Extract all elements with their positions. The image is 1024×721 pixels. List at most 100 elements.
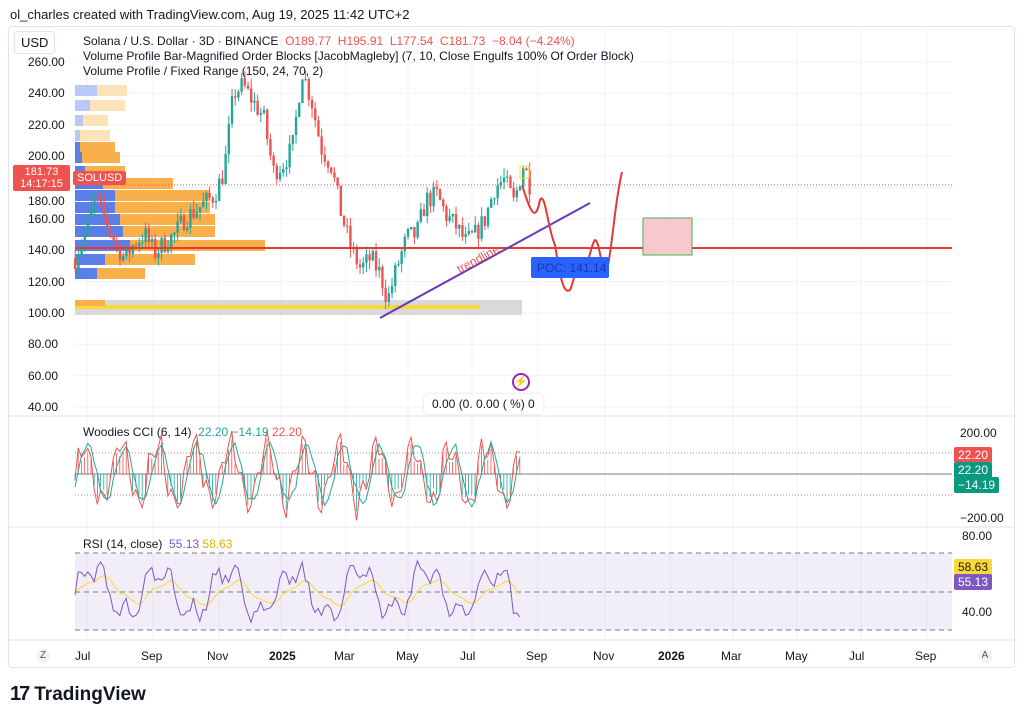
candle-body (464, 234, 467, 237)
candle-body (474, 224, 477, 233)
cci-legend[interactable]: Woodies CCI (6, 14) 22.20 −14.19 22.20 (83, 425, 302, 439)
candle-body (480, 216, 483, 239)
candle-body (502, 177, 506, 183)
ai-assistant-icon[interactable]: ⚡ (512, 373, 530, 391)
candle-body (253, 100, 256, 103)
candle-body (486, 207, 490, 226)
credit-line: ol_charles created with TradingView.com,… (10, 7, 410, 22)
candle-body (176, 221, 179, 233)
order-block-bar (75, 300, 105, 306)
candle-body (144, 228, 147, 243)
candle-body (330, 167, 333, 173)
candle-body (307, 79, 311, 100)
rsi-ma-value: 58.63 (202, 537, 233, 551)
candle-body (336, 177, 339, 186)
volume-profile-bar-down (105, 254, 195, 265)
candle-body (419, 209, 423, 222)
order-block-bar (75, 305, 480, 309)
candle-body (387, 293, 391, 302)
y-axis-tick: 180.00 (28, 194, 65, 208)
volume-profile-bar-up (75, 240, 130, 251)
candle-body (323, 154, 327, 162)
y-axis-tick: 80.00 (28, 337, 59, 352)
candle-body (186, 227, 189, 231)
volume-profile-bar-down (83, 115, 108, 126)
candle-body (368, 254, 371, 261)
candle-body (400, 251, 403, 265)
volume-profile-bar-down (97, 85, 127, 96)
volume-profile-bar-down (103, 178, 173, 189)
indicator-volume-profile[interactable]: Volume Profile / Fixed Range (150, 24, 7… (83, 64, 324, 78)
currency-button[interactable]: USD (14, 31, 56, 54)
x-axis-tick: Sep (915, 649, 937, 663)
candle-body (150, 239, 154, 243)
trading-widget[interactable]: 0.00 (0. 0.00 ( %) 0 (424, 394, 543, 414)
symbol-name[interactable]: Solana / U.S. Dollar · 3D · BINANCE (83, 34, 279, 48)
candle-body (310, 99, 314, 109)
candle-body (157, 252, 160, 258)
candle-body (224, 154, 227, 185)
x-axis-tick: Sep (141, 649, 163, 663)
y-axis-tick: 40.00 (28, 400, 59, 414)
volume-profile-bar-up (75, 115, 83, 126)
candle-body (122, 255, 125, 261)
candle-body (93, 196, 96, 208)
candle-body (96, 196, 99, 199)
symbol-tag: SOLUSD (73, 171, 127, 185)
zoom-reset-button[interactable]: Z (36, 649, 50, 663)
cci-axis-top: 200.00 (960, 426, 997, 440)
candle-body (518, 186, 522, 191)
ohlc-low: L177.54 (389, 34, 434, 48)
candle-body (182, 215, 186, 231)
indicator-order-blocks[interactable]: Volume Profile Bar-Magnified Order Block… (83, 49, 634, 63)
candle-body (342, 215, 346, 226)
candle-body (189, 209, 192, 228)
rsi-axis-top: 80.00 (962, 529, 993, 543)
candle-body (275, 165, 279, 180)
cci-axis-bottom: −200.00 (960, 511, 1004, 525)
candle-body (269, 139, 272, 156)
candle-body (109, 226, 112, 236)
volume-profile-bar-up (75, 100, 90, 111)
auto-scale-button[interactable]: A (978, 649, 992, 663)
volume-profile-bar-down (90, 100, 125, 111)
rsi-value: 55.13 (169, 537, 200, 551)
candle-body (358, 264, 362, 268)
candle-body (285, 167, 288, 170)
volume-profile-bar-up (75, 142, 80, 153)
candle-body (333, 172, 336, 178)
y-axis-tick: 100.00 (28, 305, 65, 320)
candle-body (83, 233, 87, 247)
trendline (379, 202, 591, 319)
candle-body (262, 109, 266, 113)
candle-body (349, 225, 352, 249)
candle-body (378, 266, 381, 271)
candle-body (432, 186, 435, 207)
candle-body (384, 288, 387, 302)
y-axis-tick: 160.00 (28, 211, 65, 226)
candle-body (458, 224, 461, 229)
candle-body (102, 201, 106, 216)
candle-body (381, 266, 384, 289)
candle-body (346, 225, 349, 227)
candle-body (397, 264, 400, 266)
x-axis-tick: Nov (593, 649, 615, 663)
candle-body (515, 190, 519, 198)
rsi-line (74, 559, 521, 625)
candle-body (163, 237, 167, 252)
rsi-tag: 55.13 (954, 574, 993, 590)
candle-body (445, 206, 448, 221)
candle-body (362, 262, 365, 268)
rsi-title: RSI (14, close) (83, 537, 163, 551)
candle-body (160, 237, 163, 253)
candle-body (413, 226, 416, 238)
candle-body (243, 78, 247, 86)
tradingview-logo[interactable]: 17 TradingView (10, 683, 146, 706)
candle-body (80, 246, 83, 257)
rsi-legend[interactable]: RSI (14, close) 55.13 58.63 (83, 537, 232, 551)
rsi-axis-bottom: 40.00 (962, 605, 993, 619)
candle-body (170, 234, 173, 250)
rsi-band (75, 553, 952, 630)
candle-body (74, 258, 77, 269)
